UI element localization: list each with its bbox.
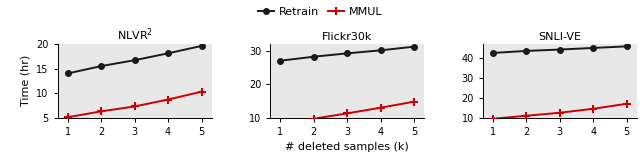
Title: Flickr30k: Flickr30k	[322, 32, 372, 42]
Legend: Retrain, MMUL: Retrain, MMUL	[253, 2, 387, 21]
Title: NLVR$^2$: NLVR$^2$	[116, 27, 153, 43]
Y-axis label: Time (hr): Time (hr)	[20, 55, 31, 106]
Title: SNLI-VE: SNLI-VE	[538, 32, 581, 42]
X-axis label: # deleted samples (k): # deleted samples (k)	[285, 142, 409, 152]
